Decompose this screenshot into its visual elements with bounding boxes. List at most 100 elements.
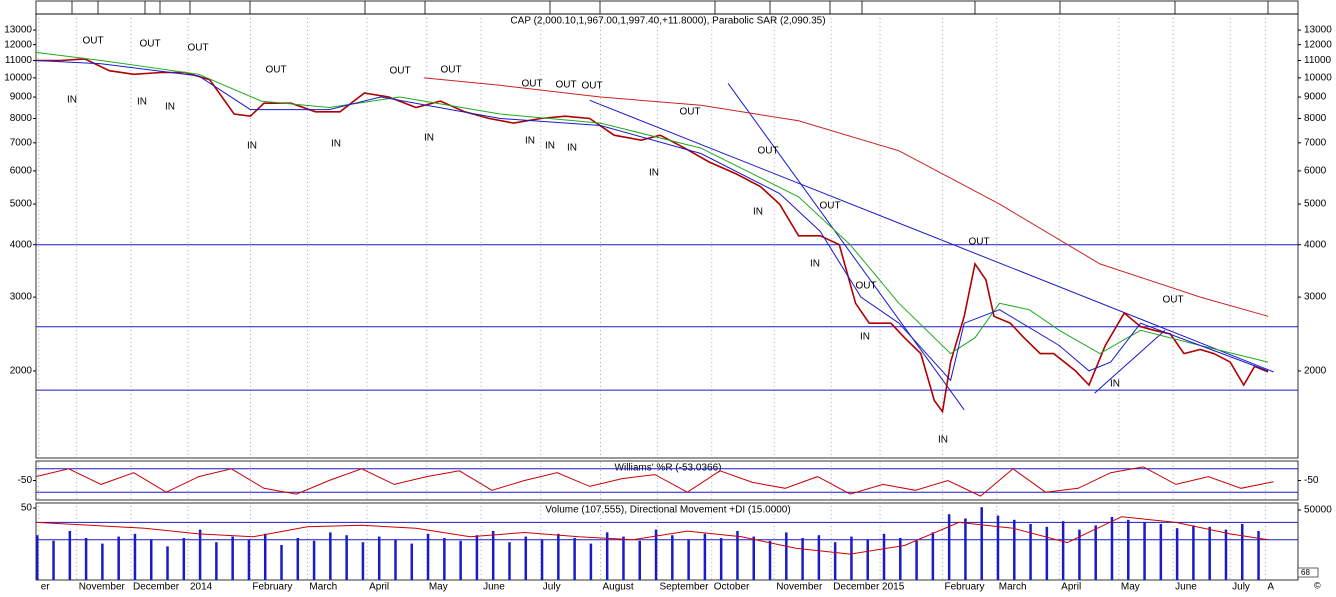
volume-bar: [231, 536, 234, 580]
volume-bar: [573, 538, 576, 580]
signal-annotation: IN: [1110, 379, 1120, 390]
volume-bar: [1159, 524, 1163, 580]
x-tick-label: February: [252, 582, 292, 592]
volume-bar: [36, 535, 39, 580]
y-tick-label: 8000: [10, 113, 33, 124]
volume-bar: [1127, 519, 1130, 580]
y-tick-label: 9000: [10, 92, 33, 103]
x-tick-label: December: [133, 582, 180, 592]
volume-bar: [915, 540, 918, 580]
volume-bar: [101, 543, 104, 580]
panel-title: CAP (2,000.10,1,967.00,1,997.40,+11.8000…: [510, 16, 825, 27]
volume-bar: [1241, 524, 1244, 580]
y-tick-label: 6000: [10, 166, 33, 177]
volume-bar: [557, 533, 560, 580]
y-tick-label-right: 2000: [1304, 366, 1327, 377]
x-tick-label: April: [1061, 582, 1081, 592]
y-tick-label: -50: [18, 475, 33, 486]
volume-bar: [801, 538, 804, 580]
volume-bar: [833, 542, 837, 580]
volume-bar: [361, 542, 365, 580]
x-tick-label: July: [543, 582, 561, 592]
signal-annotation: OUT: [440, 65, 461, 76]
signal-annotation: OUT: [855, 281, 876, 292]
x-tick-label: November: [776, 582, 823, 592]
x-tick-label: er: [41, 582, 51, 592]
volume-bar: [345, 535, 348, 580]
volume-bar: [377, 536, 381, 580]
volume-bar: [84, 538, 88, 580]
volume-bar: [280, 545, 283, 580]
volume-bar: [947, 514, 951, 580]
x-tick-label: A: [1267, 582, 1274, 592]
series-line: [35, 60, 1269, 382]
volume-bar: [1208, 526, 1211, 580]
volume-bar: [166, 546, 169, 580]
trendline: [589, 99, 1274, 373]
x-tick-label: June: [1175, 582, 1197, 592]
volume-bar: [719, 538, 723, 580]
x-tick-label: February: [944, 582, 984, 592]
series-line: [35, 51, 1269, 363]
volume-bar: [117, 536, 120, 580]
volume-bar: [736, 531, 739, 580]
volume-bar: [980, 507, 983, 580]
panel-title: Volume (107,555), Directional Movement +…: [545, 505, 790, 516]
panel-title: Williams' %R (-53.0366): [615, 463, 722, 474]
volume-bar: [850, 536, 853, 580]
volume-bar: [1013, 519, 1016, 580]
signal-annotation: OUT: [187, 43, 208, 54]
volume-bar: [540, 539, 544, 580]
signal-annotation: OUT: [389, 66, 410, 77]
volume-bar: [263, 533, 267, 580]
signal-annotation: IN: [525, 136, 535, 147]
volume-bar: [1192, 525, 1195, 580]
signal-annotation: IN: [649, 168, 659, 179]
volume-bar: [508, 542, 511, 580]
x-tick-label: 2015: [882, 582, 905, 592]
volume-bar: [394, 539, 397, 580]
y-tick-label: 4000: [10, 239, 33, 250]
y-tick-label: 7000: [10, 137, 33, 148]
x-tick-label: May: [1121, 582, 1140, 592]
x-tick-label: September: [660, 582, 710, 592]
y-tick-label-right: 8000: [1304, 113, 1327, 124]
y-tick-label-right: 7000: [1304, 137, 1327, 148]
signal-annotation: OUT: [679, 107, 700, 118]
x-tick-label: March: [999, 582, 1027, 592]
y-tick-label-right: 5000: [1304, 199, 1327, 210]
y-tick-label-right: 12000: [1304, 39, 1332, 50]
y-tick-label-right: -50: [1304, 475, 1319, 486]
volume-bar: [1175, 528, 1179, 580]
signal-annotation: IN: [165, 102, 175, 113]
signal-annotation: IN: [545, 141, 555, 152]
signal-annotation: OUT: [757, 146, 778, 157]
signal-annotation: IN: [753, 207, 763, 218]
y-tick-label: 10000: [4, 72, 32, 83]
signal-annotation: OUT: [139, 39, 160, 50]
y-tick-label: 2000: [10, 366, 33, 377]
series-line: [424, 77, 1269, 317]
signal-annotation: IN: [938, 435, 948, 446]
signal-annotation: IN: [810, 259, 820, 270]
volume-bar: [671, 535, 674, 580]
volume-bar: [443, 538, 446, 580]
signal-annotation: IN: [67, 95, 77, 106]
signal-annotation: OUT: [968, 237, 989, 248]
volume-bar: [931, 532, 935, 580]
volume-bar: [882, 533, 886, 580]
volume-bar: [215, 542, 218, 580]
volume-bar: [182, 538, 186, 580]
volume-bar: [622, 536, 625, 580]
signal-annotation: IN: [860, 332, 870, 343]
volume-bar: [638, 540, 642, 580]
volume-bar: [1094, 525, 1097, 580]
y-tick-label-right: 13000: [1304, 25, 1332, 36]
volume-bar: [1257, 531, 1260, 580]
signal-annotation: IN: [424, 133, 434, 144]
volume-bar: [329, 532, 332, 580]
y-tick-label: 5000: [10, 199, 33, 210]
volume-bar: [459, 540, 462, 580]
